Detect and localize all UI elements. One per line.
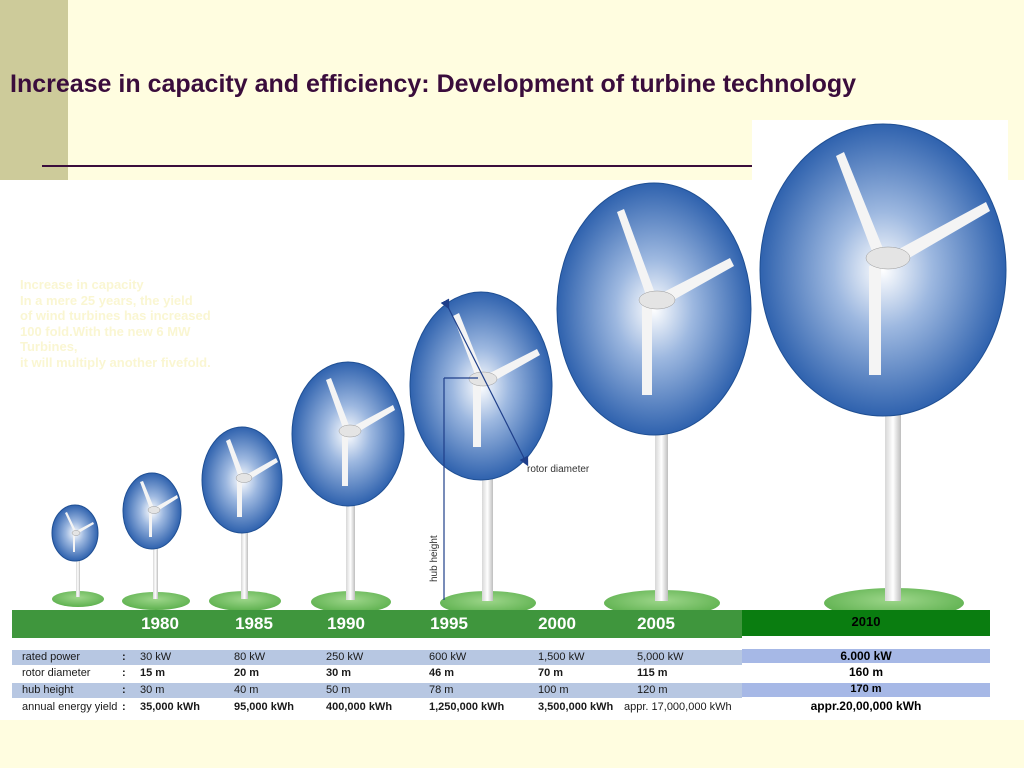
year-label-2005: 2005 bbox=[637, 614, 675, 633]
year-label-1995: 1995 bbox=[430, 614, 468, 633]
turbine-2000 bbox=[409, 291, 553, 615]
overlay-line: In a mere 25 years, the yield bbox=[20, 292, 193, 308]
table-cell: appr. 17,000,000 kWh bbox=[624, 701, 732, 713]
hub-height-row-stripe bbox=[12, 683, 742, 698]
row-colon: : bbox=[122, 651, 126, 663]
table-cell: 1,500 kW bbox=[538, 651, 585, 663]
table-cell: 5,000 kW bbox=[637, 651, 684, 663]
overlay-line: Turbines, bbox=[20, 339, 78, 354]
turbine-1995 bbox=[291, 361, 405, 613]
table-cell: 70 m bbox=[538, 667, 564, 679]
year-label-1990: 1990 bbox=[327, 614, 365, 633]
rated-power-2010: 6.000 kW bbox=[840, 649, 892, 663]
table-cell: 46 m bbox=[429, 667, 455, 679]
row-label-rated-power: rated power bbox=[22, 651, 81, 663]
table-cell: 30 m bbox=[326, 667, 352, 679]
table-cell: 3,500,000 kWh bbox=[538, 701, 614, 713]
title-underline bbox=[42, 165, 754, 167]
table-cell: 250 kW bbox=[326, 651, 364, 663]
turbine-2010 bbox=[759, 123, 1007, 618]
slide-title: Increase in capacity and efficiency: Dev… bbox=[10, 70, 857, 98]
hub-height-2010: 170 m bbox=[850, 683, 882, 695]
turbine-1985 bbox=[122, 472, 190, 610]
table-cell: 115 m bbox=[637, 667, 668, 679]
turbine-2005 bbox=[556, 182, 752, 616]
rated-power-row-stripe bbox=[12, 650, 742, 665]
year-label-2000: 2000 bbox=[538, 614, 576, 633]
table-cell: 30 m bbox=[140, 684, 165, 696]
year-label-1980: 1980 bbox=[141, 614, 179, 633]
hub-height-label: hub height bbox=[429, 535, 440, 582]
annual-energy-yield-2010: appr.20,00,000 kWh bbox=[810, 699, 922, 713]
overlay-line: Increase in capacity bbox=[20, 277, 144, 292]
table-cell: 120 m bbox=[637, 684, 668, 696]
table-cell: 80 kW bbox=[234, 651, 266, 663]
row-label-annual-energy-yield: annual energy yield bbox=[22, 701, 118, 713]
table-cell: 30 kW bbox=[140, 651, 172, 663]
year-label-1985: 1985 bbox=[235, 614, 273, 633]
table-cell: 78 m bbox=[429, 684, 454, 696]
turbine-1980 bbox=[51, 504, 104, 607]
table-cell: 95,000 kWh bbox=[234, 701, 294, 713]
corner-accent-block bbox=[0, 0, 68, 180]
rated-power-2010-stripe bbox=[742, 649, 990, 663]
overlay-line: of wind turbines has increased bbox=[20, 308, 211, 323]
overlay-line: it will multiply another fivefold. bbox=[20, 354, 211, 370]
table-cell: 40 m bbox=[234, 684, 259, 696]
hub-height-2010-stripe bbox=[742, 683, 990, 697]
year-label-2010: 2010 bbox=[851, 614, 881, 629]
row-colon: : bbox=[122, 667, 126, 679]
row-colon: : bbox=[122, 701, 126, 713]
overlay-line: 100 fold.With the new 6 MW bbox=[20, 323, 191, 339]
rotor-diameter-label: rotor diameter bbox=[527, 464, 590, 475]
table-cell: 100 m bbox=[538, 684, 569, 696]
table-cell: 15 m bbox=[140, 667, 166, 679]
rotor-diameter-2010: 160 m bbox=[848, 665, 884, 679]
table-cell: 50 m bbox=[326, 684, 351, 696]
turbine-1990 bbox=[201, 426, 283, 611]
year-bar bbox=[12, 610, 742, 638]
table-cell: 600 kW bbox=[429, 651, 467, 663]
row-label-hub-height: hub height bbox=[22, 684, 74, 696]
capacity-overlay-text: Increase in capacity In a mere 25 years,… bbox=[20, 277, 280, 370]
table-cell: 20 m bbox=[234, 667, 260, 679]
row-label-rotor-diameter: rotor diameter bbox=[22, 667, 91, 679]
row-colon: : bbox=[122, 684, 126, 696]
table-cell: 35,000 kWh bbox=[140, 701, 200, 713]
table-cell: 1,250,000 kWh bbox=[429, 701, 505, 713]
table-cell: 400,000 kWh bbox=[326, 701, 393, 713]
year-bar-2010 bbox=[742, 610, 990, 636]
